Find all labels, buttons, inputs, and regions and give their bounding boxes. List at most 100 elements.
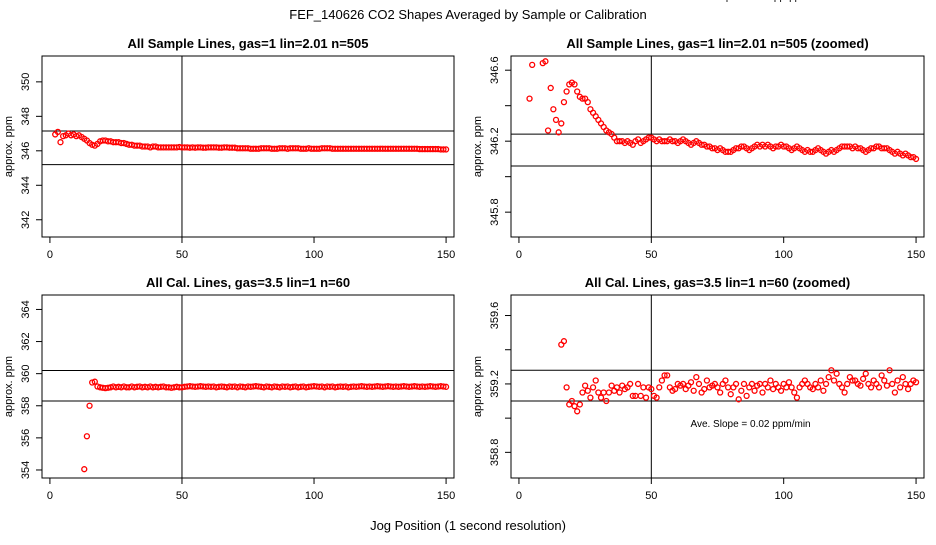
data-point (57, 139, 64, 146)
panel-sample: All Sample Lines, gas=1 lin=2.01 n=505 0 5… (3, 36, 455, 261)
y-tick-label: 350 (20, 73, 32, 91)
data-point (844, 143, 851, 150)
x-tick-label: 150 (437, 249, 455, 261)
data-point (867, 145, 875, 152)
data-point (526, 95, 533, 102)
y-axis-label: approx. ppm (472, 356, 484, 417)
y-tick-label: 346.6 (489, 56, 501, 84)
figure-x-axis-label: Jog Position (1 second resolution) (370, 518, 566, 533)
x-tick-label: 0 (516, 490, 522, 502)
data-point (574, 408, 581, 415)
panel-title: All Sample Lines, gas=1 lin=2.01 n=505 (… (566, 36, 868, 51)
data-point (825, 373, 832, 381)
data-point (698, 141, 705, 148)
data-point (661, 138, 668, 145)
data-point (579, 389, 586, 396)
data-point (738, 143, 745, 150)
data-point (576, 401, 583, 408)
data-point (883, 382, 891, 389)
data-point (558, 120, 565, 127)
y-tick-label: 360 (20, 364, 32, 382)
data-point (857, 382, 864, 389)
data-point (817, 377, 824, 384)
data-point (671, 385, 679, 393)
y-tick-label: 346.2 (489, 127, 501, 155)
data-point (574, 88, 581, 95)
x-tick-label: 100 (305, 249, 323, 261)
data-point (653, 394, 660, 401)
data-point (703, 143, 711, 150)
data-point (814, 384, 822, 391)
data-point (560, 338, 568, 345)
data-point (560, 98, 568, 106)
data-point (833, 370, 840, 377)
data-point (605, 389, 613, 396)
data-point (793, 394, 801, 401)
data-point (716, 389, 724, 396)
y-tick-label: 359.6 (489, 302, 501, 330)
data-point (656, 384, 663, 391)
x-tick-label: 150 (437, 490, 455, 502)
data-point (820, 387, 827, 394)
data-point (529, 61, 536, 69)
data-point (597, 394, 605, 401)
y-tick-label: 362 (20, 332, 32, 350)
y-tick-label: 346 (20, 142, 32, 160)
y-tick-label: 356 (20, 429, 32, 447)
data-point (442, 146, 450, 153)
data-point (709, 145, 716, 152)
data-point (637, 392, 644, 400)
data-point (886, 367, 893, 374)
x-tick-label: 150 (907, 490, 925, 502)
y-tick-label: 342 (20, 211, 32, 229)
data-point (844, 380, 851, 388)
annotation: Ave. Slope = 0.02 ppm/min (690, 419, 810, 430)
data-point (809, 385, 816, 393)
data-point (568, 397, 576, 405)
data-point (849, 377, 856, 384)
y-tick-label: 359.2 (489, 370, 501, 398)
data-point (703, 377, 711, 384)
data-point (587, 394, 594, 401)
data-point (679, 380, 687, 388)
data-point (838, 384, 846, 391)
y-tick-label: 354 (20, 461, 32, 479)
data-point (544, 127, 552, 134)
data-point (780, 143, 787, 150)
data-point (563, 384, 570, 391)
x-tick-label: 50 (176, 249, 188, 261)
data-point (701, 385, 708, 393)
data-point (875, 384, 883, 391)
data-point (899, 373, 906, 381)
data-point (722, 377, 729, 384)
data-point (552, 116, 560, 124)
data-point (634, 380, 642, 388)
y-tick-label: 344 (20, 176, 32, 194)
x-tick-label: 0 (47, 249, 53, 261)
data-point (822, 380, 830, 388)
panel-title: All Cal. Lines, gas=3.5 lin=1 n=60 (146, 275, 350, 290)
data-point (881, 377, 888, 384)
data-point (907, 153, 914, 161)
x-tick-label: 0 (516, 249, 522, 261)
data-point (658, 377, 666, 384)
data-point (912, 379, 920, 386)
data-point (616, 138, 623, 145)
data-point (584, 387, 591, 394)
annotation: Ave. Std. Dev. = 0.81 ppm (692, 0, 808, 3)
data-point (902, 380, 909, 388)
data-point (897, 384, 904, 391)
x-tick-label: 100 (775, 249, 793, 261)
y-axis-label: approx. ppm (3, 356, 15, 417)
data-point (828, 367, 835, 374)
data-point (867, 384, 875, 391)
x-tick-label: 100 (305, 490, 323, 502)
data-point (571, 81, 578, 88)
data-point (440, 146, 447, 153)
data-point (889, 380, 896, 388)
data-point (579, 95, 586, 102)
data-point (841, 389, 848, 396)
data-point (571, 403, 578, 410)
data-point (645, 134, 652, 141)
x-tick-label: 50 (176, 490, 188, 502)
